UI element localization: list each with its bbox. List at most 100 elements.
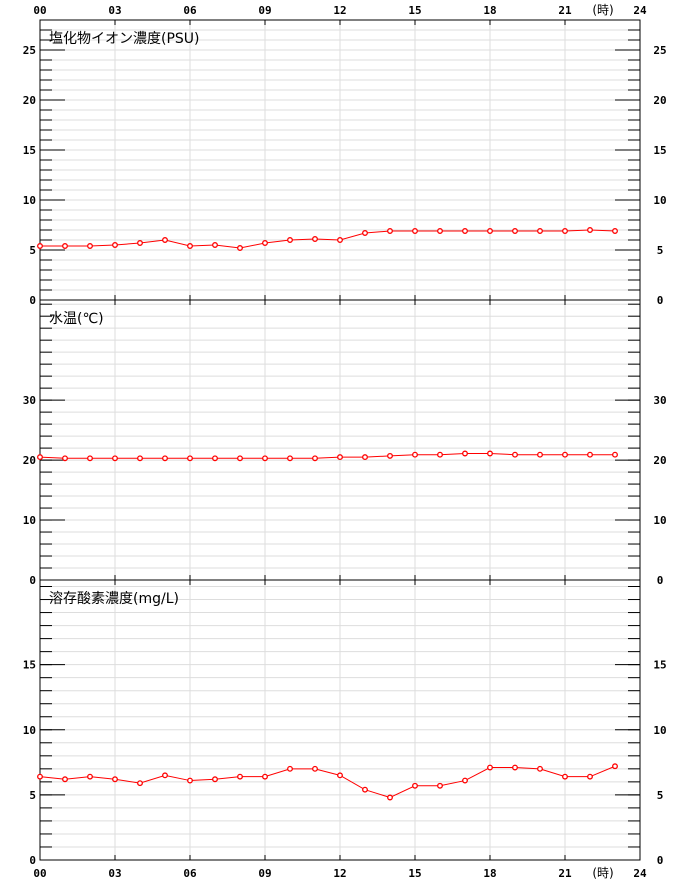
y-tick-label-left: 10 xyxy=(23,514,36,527)
y-tick-label-right: 10 xyxy=(653,514,666,527)
y-tick-label-left: 0 xyxy=(29,854,36,867)
y-tick-label-right: 30 xyxy=(653,394,666,407)
panel-title: 溶存酸素濃度(mg/L) xyxy=(49,591,179,607)
y-tick-label-right: 15 xyxy=(653,659,666,672)
data-point xyxy=(312,236,318,242)
data-point xyxy=(287,765,293,772)
data-point xyxy=(112,455,118,462)
data-point xyxy=(287,237,293,243)
y-tick-label-right: 0 xyxy=(657,574,664,587)
data-point xyxy=(162,237,168,243)
y-tick-label-left: 5 xyxy=(29,244,36,257)
data-point xyxy=(137,240,143,246)
data-point xyxy=(387,794,393,801)
data-point xyxy=(187,777,193,784)
data-point xyxy=(312,765,318,772)
y-tick-label-right: 15 xyxy=(653,144,666,157)
y-tick-label-left: 15 xyxy=(23,144,36,157)
data-point xyxy=(37,454,43,461)
hour-unit-top: (時) xyxy=(592,3,613,17)
plot-frame xyxy=(39,579,641,861)
y-tick-label-left: 20 xyxy=(23,454,36,467)
y-tick-label-left: 10 xyxy=(23,724,36,737)
y-tick-label-left: 5 xyxy=(29,789,36,802)
x-tick-label-top: 09 xyxy=(258,4,271,17)
y-tick-label-right: 10 xyxy=(653,724,666,737)
data-point xyxy=(287,455,293,462)
y-tick-label-right: 5 xyxy=(657,244,664,257)
data-point xyxy=(612,763,618,770)
data-point xyxy=(537,765,543,772)
data-point xyxy=(62,455,68,462)
x-tick-label-bottom: 09 xyxy=(258,867,271,880)
y-tick-label-left: 25 xyxy=(23,44,36,57)
data-point xyxy=(62,243,68,249)
data-point xyxy=(37,773,43,780)
data-point xyxy=(262,455,268,462)
data-point xyxy=(362,230,368,236)
data-point xyxy=(437,451,443,458)
data-point xyxy=(87,773,93,780)
data-point xyxy=(62,776,68,783)
data-point xyxy=(187,243,193,249)
data-point xyxy=(312,455,318,462)
data-point xyxy=(412,782,418,789)
data-point xyxy=(137,780,143,787)
data-point xyxy=(187,455,193,462)
data-point xyxy=(37,243,43,249)
y-tick-label-left: 30 xyxy=(23,394,36,407)
x-tick-label-top: 03 xyxy=(108,4,121,17)
data-point xyxy=(462,228,468,234)
data-point xyxy=(387,452,393,459)
data-point xyxy=(262,773,268,780)
data-point xyxy=(512,451,518,458)
data-point xyxy=(537,451,543,458)
series-line xyxy=(40,229,616,249)
data-point xyxy=(487,764,493,771)
data-point xyxy=(412,451,418,458)
data-point xyxy=(562,773,568,780)
series-line xyxy=(39,765,616,799)
data-point xyxy=(212,455,218,462)
data-point xyxy=(162,455,168,462)
data-point xyxy=(487,228,493,234)
data-point xyxy=(587,773,593,780)
data-point xyxy=(612,451,618,458)
x-tick-label-bottom: 06 xyxy=(183,867,197,880)
y-tick-label-left: 0 xyxy=(29,294,36,307)
data-point xyxy=(462,777,468,784)
data-point xyxy=(162,772,168,779)
x-tick-label-bottom: 15 xyxy=(408,867,421,880)
data-point xyxy=(237,773,243,780)
data-point xyxy=(112,242,118,248)
data-point xyxy=(562,451,568,458)
x-tick-label-bottom: 18 xyxy=(483,867,496,880)
x-tick-label-bottom: 24 xyxy=(633,867,647,880)
hour-unit-bottom: (時) xyxy=(592,866,613,880)
data-point xyxy=(587,451,593,458)
data-point xyxy=(137,455,143,462)
y-tick-label-left: 20 xyxy=(23,94,36,107)
data-point xyxy=(237,455,243,462)
data-point xyxy=(512,228,518,234)
data-point xyxy=(462,450,468,457)
x-tick-label-top: 06 xyxy=(183,4,197,17)
y-tick-label-right: 20 xyxy=(653,94,666,107)
x-tick-label-bottom: 12 xyxy=(333,867,346,880)
y-tick-label-left: 15 xyxy=(23,659,36,672)
x-tick-label-top: 18 xyxy=(483,4,496,17)
data-point xyxy=(512,764,518,771)
data-point xyxy=(112,776,118,783)
data-point xyxy=(437,782,443,789)
y-tick-label-left: 0 xyxy=(29,574,36,587)
data-point xyxy=(212,242,218,248)
data-point xyxy=(562,228,568,234)
data-point xyxy=(587,227,593,233)
x-tick-label-bottom: 03 xyxy=(108,867,121,880)
x-tick-label-bottom: 00 xyxy=(33,867,46,880)
data-point xyxy=(362,454,368,461)
y-tick-label-right: 0 xyxy=(657,854,664,867)
data-point xyxy=(387,228,393,234)
